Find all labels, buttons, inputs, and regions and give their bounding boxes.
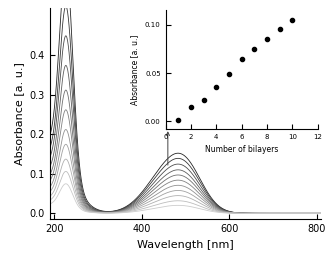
Point (252, 47, 257, 51)
X-axis label: Wavelength [nm]: Wavelength [nm] (137, 240, 234, 250)
Point (239, 57, 244, 61)
Point (188, 105, 194, 109)
Point (277, 27, 282, 31)
Point (226, 72, 232, 76)
Y-axis label: Absorbance [a. u.]: Absorbance [a. u.] (130, 35, 139, 105)
Point (290, 18, 295, 22)
Point (175, 118, 181, 122)
Y-axis label: Absorbance [a. u.]: Absorbance [a. u.] (14, 62, 24, 165)
Point (213, 84, 219, 88)
Point (264, 37, 270, 41)
Point (201, 98, 206, 102)
X-axis label: Number of bilayers: Number of bilayers (205, 146, 278, 155)
